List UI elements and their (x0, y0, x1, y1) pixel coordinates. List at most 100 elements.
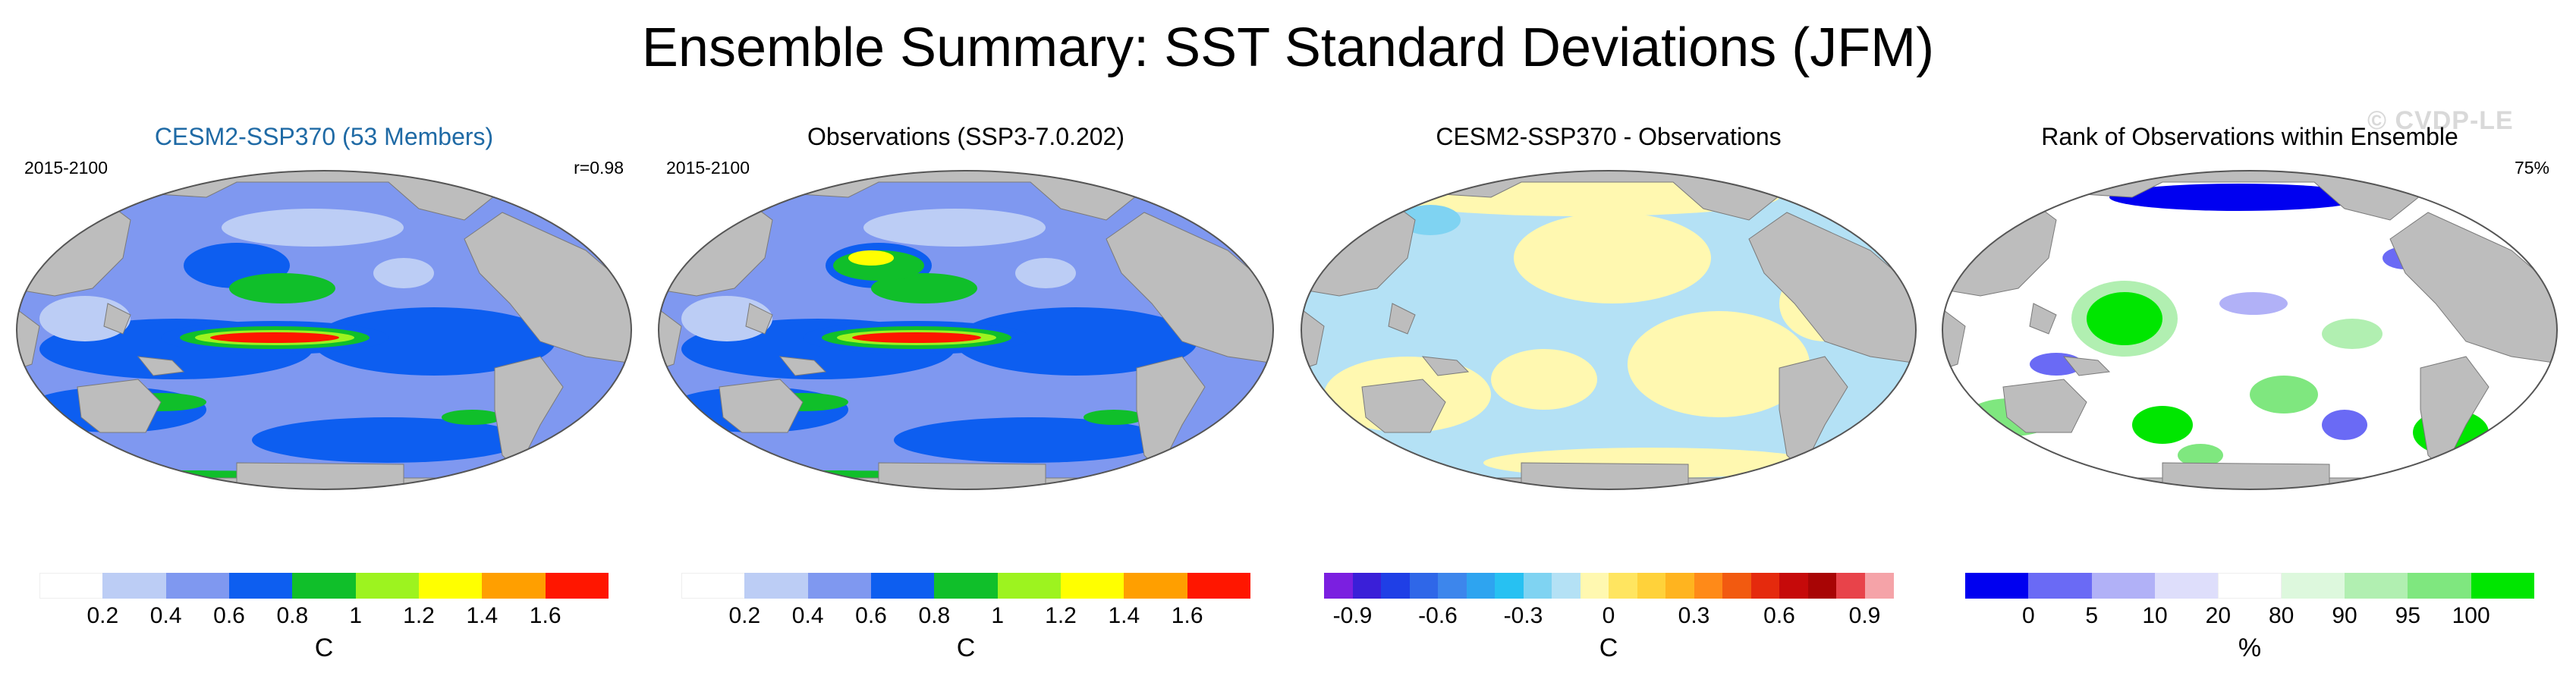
colorbar-swatch (1124, 573, 1188, 599)
colorbar-swatch (229, 573, 293, 599)
colorbar-swatch (871, 573, 935, 599)
colorbar-tick-label: 0.4 (149, 603, 182, 628)
period-label: 2015-2100 (666, 158, 750, 178)
colorbar-swatch (2091, 573, 2156, 599)
landmass (1388, 303, 1416, 335)
colorbar-swatch (744, 573, 809, 599)
colorbar-tick-label: 1.4 (1108, 603, 1140, 628)
colorbar-tick-label: -0.9 (1332, 603, 1373, 628)
colorbar-tick-label: 0.3 (1678, 603, 1710, 628)
colorbar-tick-label: 5 (2085, 603, 2098, 628)
period-label: 2015-2100 (24, 158, 108, 178)
colorbar-swatch (1694, 573, 1723, 599)
colorbar-tick-label: 1.6 (1171, 603, 1203, 628)
map-cesm (16, 170, 632, 490)
landmass (719, 379, 804, 433)
colorbar-swatch (1637, 573, 1666, 599)
colorbar-unit: C (1599, 634, 1618, 662)
map-panel-diff: CESM2-SSP370 - Observations -0.9 -0.6 -0.3 0… (1294, 114, 1923, 675)
colorbar-swatch (39, 573, 103, 599)
colorbar-tick-label: 1.2 (403, 603, 435, 628)
colorbar-tick-label: 0.2 (86, 603, 119, 628)
landmass (1421, 356, 1470, 376)
colorbar-unit: C (314, 634, 334, 662)
colorbar-tick-label: 0.8 (276, 603, 309, 628)
landmass (17, 303, 40, 373)
colorbar-tick-label: 1 (991, 603, 1004, 628)
colorbar-swatch (1352, 573, 1382, 599)
colorbar-swatch (2471, 573, 2535, 599)
colorbar-swatch (1552, 573, 1581, 599)
colorbar-tick-label: 80 (2268, 603, 2294, 628)
colorbar-swatch (2408, 573, 2472, 599)
map-panel-obs: Observations (SSP3-7.0.202) 2015-2100 0.2 0… (651, 114, 1281, 675)
landmass (778, 356, 827, 376)
landmass (1779, 356, 1848, 471)
colorbar-swatch (807, 573, 872, 599)
colorbar-swatch (2028, 573, 2093, 599)
map-obs (658, 170, 1274, 490)
colorbar-swatch (102, 573, 167, 599)
colorbar-swatch (1864, 573, 1894, 599)
colorbar-tick-label: 0 (1602, 603, 1615, 628)
stat-label: r=0.98 (574, 158, 624, 178)
colorbar-swatch (997, 573, 1062, 599)
colorbar-unit: C (956, 634, 976, 662)
colorbar-tick-label: 0.6 (855, 603, 887, 628)
landmass (2002, 379, 2087, 433)
colorbar-unit: % (2238, 634, 2262, 662)
colorbar-tick-label: -0.3 (1503, 603, 1543, 628)
colorbar-tick-label: 100 (2452, 603, 2490, 628)
colorbar-swatch (1665, 573, 1694, 599)
map-panel-rank: Rank of Observations within Ensemble 75% 0… (1935, 114, 2565, 675)
panel-title: CESM2-SSP370 - Observations (1436, 123, 1782, 150)
colorbar-tick-label: 20 (2205, 603, 2232, 628)
colorbar-swatch (1187, 573, 1251, 599)
colorbar-swatch (1779, 573, 1808, 599)
colorbar-swatch (1722, 573, 1751, 599)
colorbar-swatch (1061, 573, 1124, 599)
colorbar-tick-label: 10 (2142, 603, 2168, 628)
landmass (2062, 356, 2111, 376)
colorbar-swatch (1495, 573, 1524, 599)
colorbar-swatch (2281, 573, 2345, 599)
colorbar-swatch (1807, 573, 1837, 599)
colorbar: 0.2 0.4 0.6 0.8 1 1.2 1.4 1.6 C (681, 573, 1251, 662)
figure-title: Ensemble Summary: SST Standard Deviation… (641, 17, 1935, 78)
colorbar-swatch (681, 573, 745, 599)
colorbar-swatch (355, 573, 420, 599)
colorbar-swatch (1523, 573, 1552, 599)
colorbar-tick-label: 1 (349, 603, 362, 628)
colorbar-tick-label: 0.4 (791, 603, 824, 628)
colorbar-swatch (419, 573, 483, 599)
colorbar-tick-label: 0.6 (1763, 603, 1795, 628)
colorbar-tick-label: 1.6 (529, 603, 561, 628)
colorbar-swatch (1750, 573, 1780, 599)
landmass (1136, 356, 1206, 471)
colorbar-swatch (2155, 573, 2219, 599)
colorbar-swatch (934, 573, 999, 599)
colorbar-tick-label: 0.8 (918, 603, 951, 628)
colorbar-swatch (1836, 573, 1865, 599)
colorbar-tick-label: 95 (2395, 603, 2421, 628)
map-rank (1942, 170, 2558, 490)
colorbar-tick-label: 0.9 (1848, 603, 1881, 628)
colorbar-swatch (292, 573, 357, 599)
map-panel-cesm: CESM2-SSP370 (53 Members) 2015-2100 r=0.98… (9, 114, 639, 675)
stat-label: 75% (2514, 158, 2549, 178)
panel-title: Rank of Observations within Ensemble (2041, 123, 2458, 150)
colorbar-swatch (482, 573, 546, 599)
landmass (1942, 303, 1966, 373)
colorbar-swatch (165, 573, 230, 599)
colorbar-tick-label: 1.4 (466, 603, 499, 628)
landmass (659, 303, 682, 373)
colorbar-swatch (1965, 573, 2029, 599)
colorbar-swatch (545, 573, 609, 599)
colorbar: 0 5 10 20 80 90 95 100% (1965, 573, 2535, 662)
landmass (137, 356, 185, 376)
colorbar-tick-label: 0.6 (213, 603, 245, 628)
panel-title: CESM2-SSP370 (53 Members) (154, 123, 494, 150)
colorbar-swatch (1324, 573, 1353, 599)
colorbar-swatch (1609, 573, 1637, 599)
landmass (1361, 379, 1446, 433)
